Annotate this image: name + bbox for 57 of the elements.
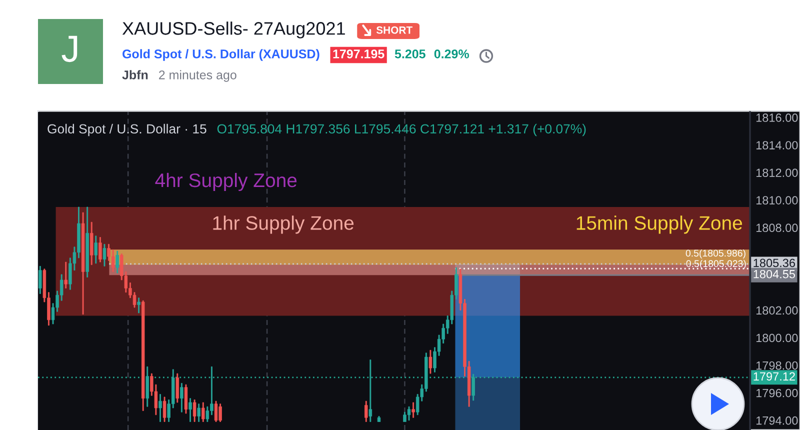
candlestick [81,212,85,315]
candlestick [428,350,432,374]
candlestick [364,400,368,422]
band-label: 1hr Supply Zone [213,216,354,234]
candlestick [141,300,145,411]
candlestick [158,394,162,422]
candlestick [38,266,42,294]
y-tick-label: 1794.00 [756,416,798,425]
text: Jbfn [122,70,148,80]
y-tick-label: 1810.00 [756,196,798,204]
candlestick [188,398,192,422]
candlestick [86,206,89,278]
y-tick-label: 1798.00 [756,361,798,370]
candlestick [192,400,196,422]
candlestick [184,384,188,414]
chart-subtitle: Gold Spot / U.S. Dollar (XAUUSD) [122,49,320,61]
chart-title: XAUUSD-Sells- 27Aug2021 [122,22,345,38]
annotation: Gold Spot / U.S. Dollar · 15 [48,124,206,136]
candlestick [377,416,381,422]
text: 2 minutes ago [159,70,236,82]
candlestick [146,366,149,407]
annotation: 0.5(1805.986) [686,249,746,259]
ref-line-label: 1805.36 [754,258,796,268]
candlestick [176,373,180,403]
ref-line-label: 0.5(1805.023) [686,260,746,269]
candlestick [214,400,218,422]
y-tick-label: 1802.00 [756,306,798,315]
candlestick [98,237,102,262]
candlestick [218,404,222,422]
candlestick [116,250,119,274]
y-tick-label: 1816.00 [756,114,798,122]
text: SHORT [376,26,412,34]
candlestick [407,406,411,421]
band-label: 4hr Supply Zone [155,172,297,192]
annotation: O1795.804 H1797.356 L1795.446 C1797.121 +1.317 (+0.07%) [217,124,586,136]
text: 5.205 [394,50,426,58]
candlestick [180,382,184,412]
y-tick-label: 1812.00 [756,168,798,177]
candlestick [64,262,68,288]
candlestick [162,396,166,422]
candlestick [202,402,205,422]
ref-line-label: 1804.55 [754,270,796,278]
candlestick [90,222,94,266]
text: 0.29% [434,50,469,58]
ref-line-label: 1797.12 [754,372,795,381]
text: J [62,36,78,62]
candlestick [412,402,415,418]
band-label: 15min Supply Zone [576,216,742,234]
candlestick [94,236,98,264]
candlestick [102,244,106,266]
candlestick [197,404,200,422]
y-tick-label: 1800.00 [756,334,798,342]
y-tick-label: 1814.00 [756,141,798,150]
y-tick-label: 1796.00 [756,388,798,398]
candlestick [137,298,140,314]
text: 1797.195 [333,50,384,58]
y-tick-label: 1808.00 [756,224,798,232]
